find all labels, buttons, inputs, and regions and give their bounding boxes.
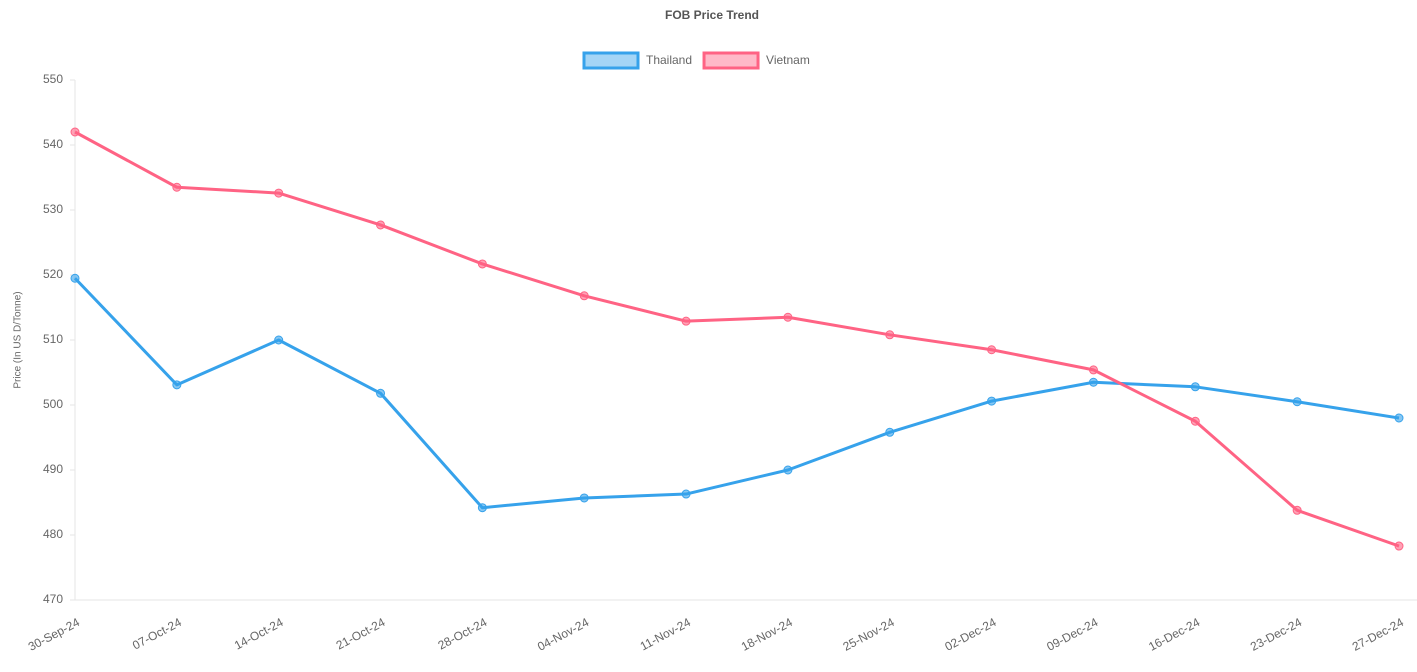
legend-label: Thailand bbox=[646, 53, 692, 67]
point bbox=[376, 388, 386, 398]
line bbox=[73, 277, 1400, 510]
point bbox=[783, 465, 793, 475]
x-tick-label: 21-Oct-24 bbox=[334, 615, 388, 653]
y-tick-label: 540 bbox=[43, 137, 63, 151]
point bbox=[172, 380, 182, 390]
point bbox=[477, 259, 487, 269]
x-tick-label: 18-Nov-24 bbox=[739, 615, 795, 654]
x-tick-label: 09-Dec-24 bbox=[1044, 615, 1100, 654]
x-tick-label: 14-Oct-24 bbox=[232, 615, 286, 653]
point bbox=[172, 182, 182, 192]
point bbox=[987, 396, 997, 406]
point bbox=[1190, 416, 1200, 426]
point bbox=[783, 312, 793, 322]
point bbox=[579, 493, 589, 503]
x-tick-label: 30-Sep-24 bbox=[26, 615, 82, 654]
point bbox=[1394, 541, 1404, 551]
legend-swatch bbox=[702, 51, 760, 70]
x-tick-label: 02-Dec-24 bbox=[942, 615, 998, 654]
point bbox=[1088, 377, 1098, 387]
y-tick-label: 470 bbox=[43, 592, 63, 606]
point bbox=[376, 220, 386, 230]
point bbox=[70, 127, 80, 137]
x-tick-label: 04-Nov-24 bbox=[535, 615, 591, 654]
y-tick-label: 480 bbox=[43, 527, 63, 541]
chart-title: FOB Price Trend bbox=[665, 8, 759, 22]
point bbox=[885, 427, 895, 437]
point bbox=[885, 330, 895, 340]
x-tick-label: 16-Dec-24 bbox=[1146, 615, 1202, 654]
legend-swatch bbox=[582, 51, 640, 70]
point bbox=[987, 345, 997, 355]
y-tick-label: 490 bbox=[43, 462, 63, 476]
point bbox=[1292, 397, 1302, 407]
y-tick-label: 500 bbox=[43, 397, 63, 411]
point bbox=[1190, 382, 1200, 392]
point bbox=[681, 316, 691, 326]
point bbox=[477, 503, 487, 513]
point bbox=[1394, 413, 1404, 423]
x-tick-label: 27-Dec-24 bbox=[1350, 615, 1406, 654]
y-tick-label: 550 bbox=[43, 72, 63, 86]
point bbox=[1292, 505, 1302, 515]
x-tick-label: 28-Oct-24 bbox=[436, 615, 490, 653]
y-tick-label: 520 bbox=[43, 267, 63, 281]
x-tick-label: 25-Nov-24 bbox=[841, 615, 897, 654]
y-tick-label: 530 bbox=[43, 202, 63, 216]
line bbox=[74, 130, 1400, 548]
y-tick-label: 510 bbox=[43, 332, 63, 346]
point bbox=[274, 188, 284, 198]
legend-label: Vietnam bbox=[766, 53, 810, 67]
point bbox=[579, 291, 589, 301]
x-tick-label: 07-Oct-24 bbox=[130, 615, 184, 653]
x-tick-label: 23-Dec-24 bbox=[1248, 615, 1304, 654]
point bbox=[274, 335, 284, 345]
y-axis-label: Price (In US D/Tonne) bbox=[13, 291, 24, 388]
point bbox=[681, 489, 691, 499]
point bbox=[1088, 365, 1098, 375]
point bbox=[70, 273, 80, 283]
x-tick-label: 11-Nov-24 bbox=[638, 615, 694, 653]
